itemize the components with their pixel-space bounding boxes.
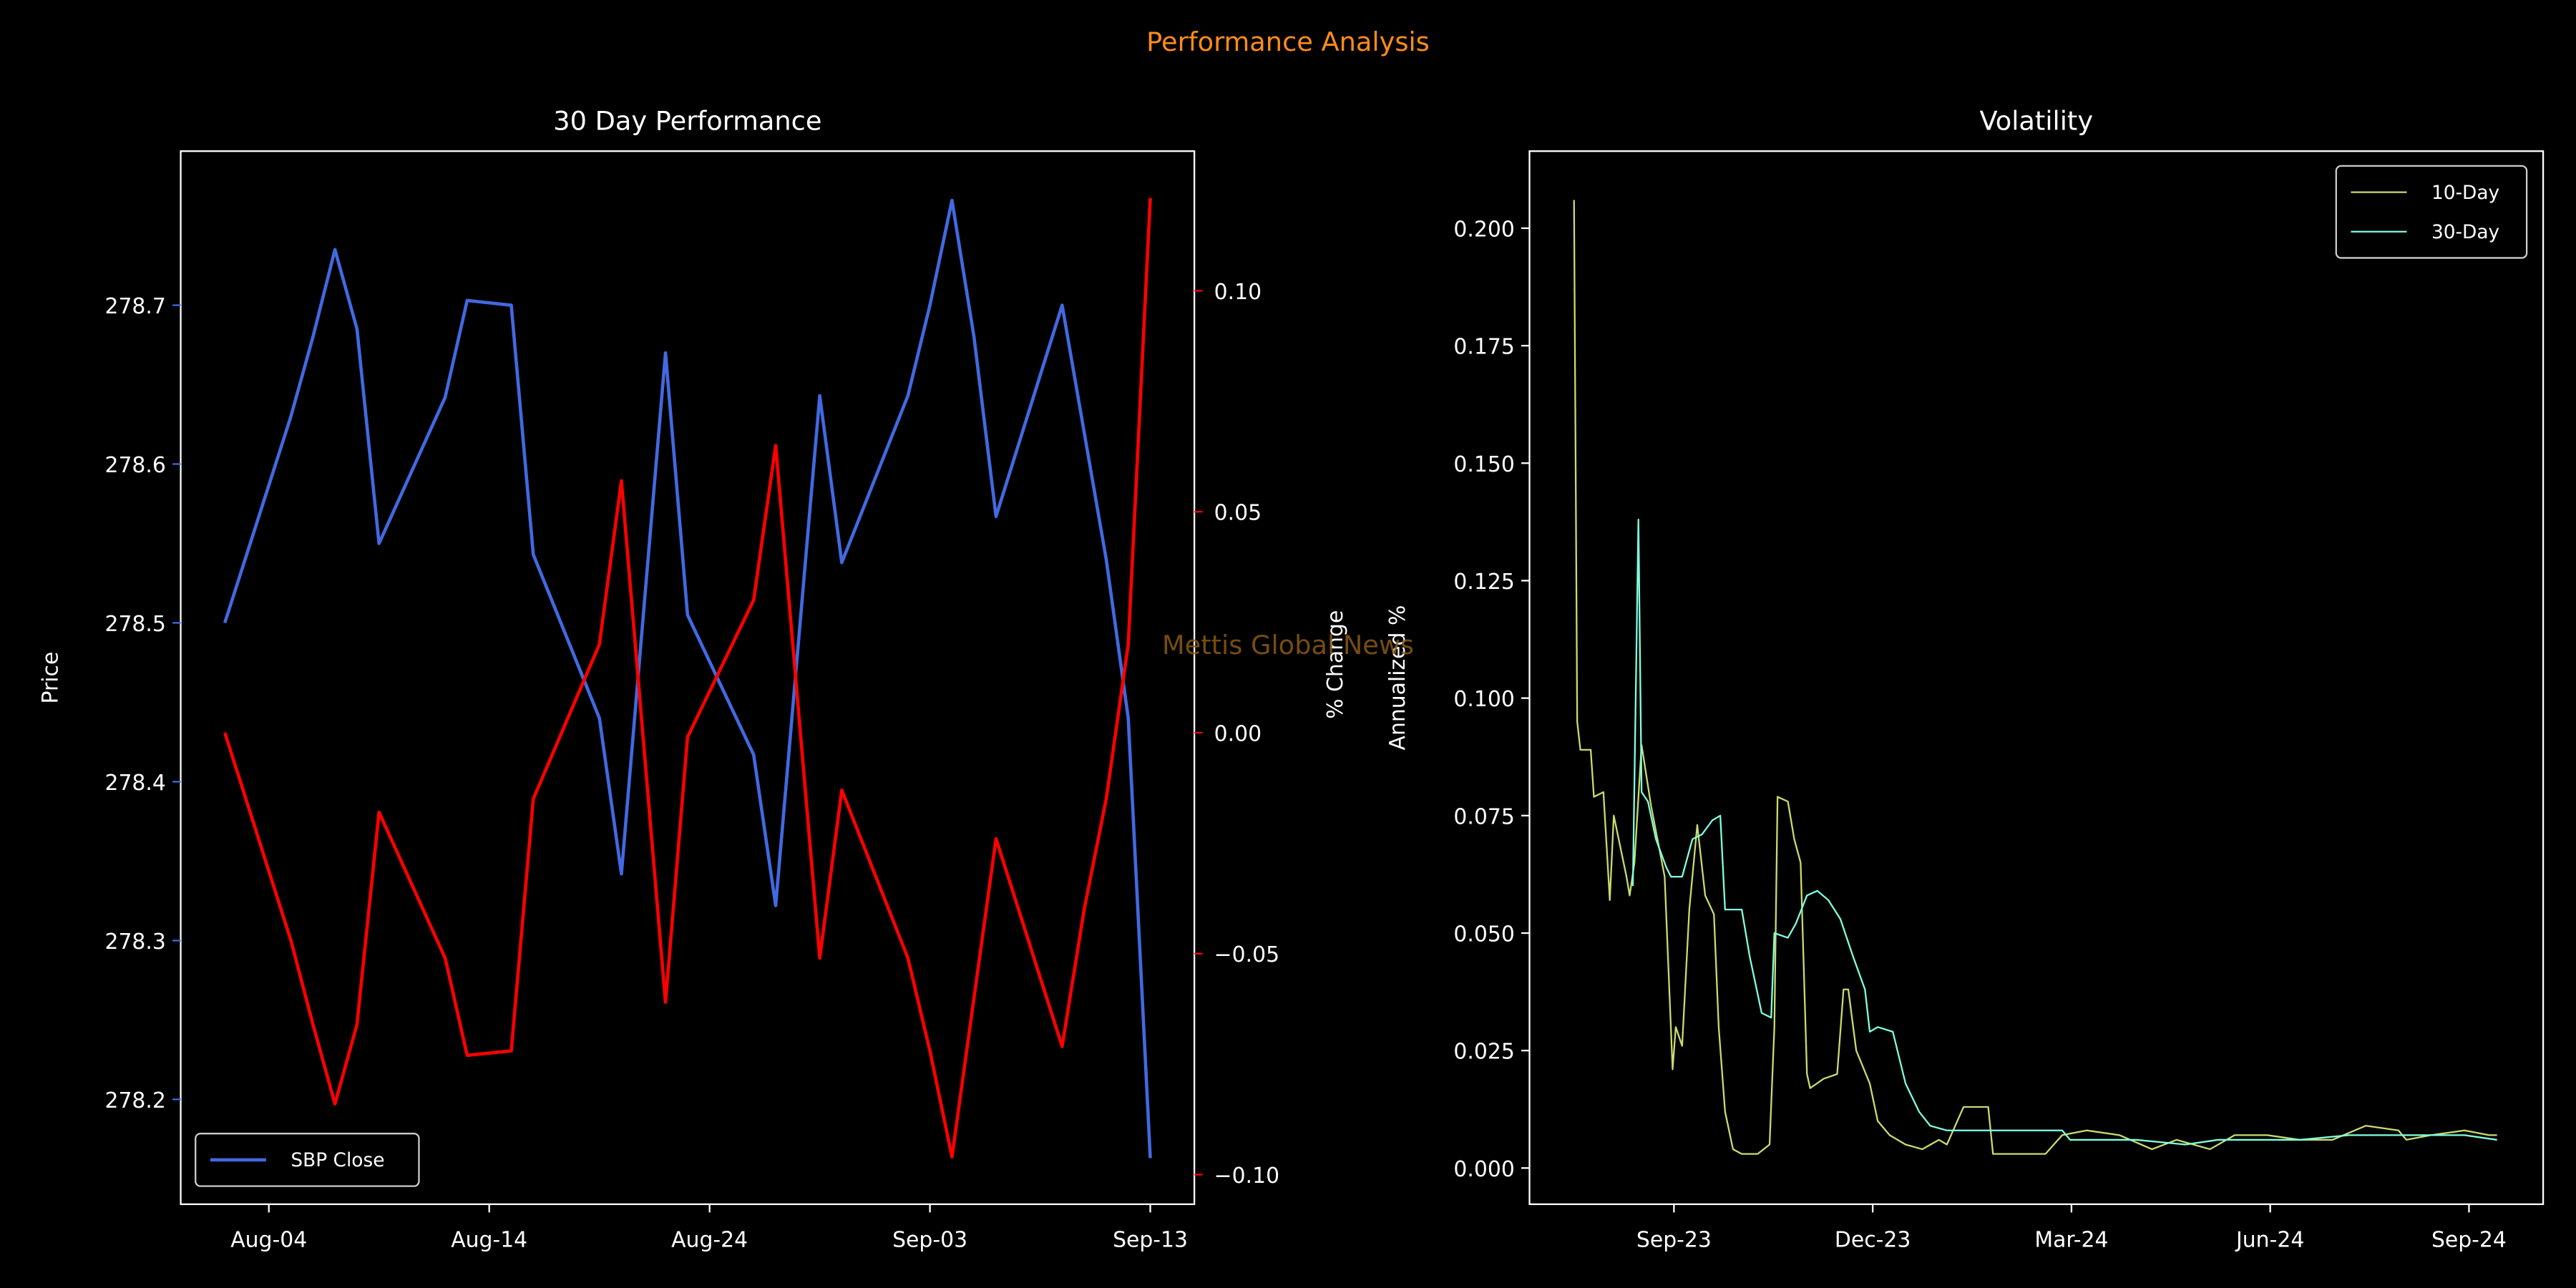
y-tick-label: 278.3 <box>104 930 165 955</box>
y-tick-label: 0.050 <box>1453 922 1514 947</box>
y2-tick-label: 0.05 <box>1214 501 1262 526</box>
chart: Volatility Sep-23 Dec-23 Mar-24 Jun-24 Sep-24… <box>1385 105 2545 1253</box>
series-line <box>223 198 1152 1158</box>
x-tick-label: Sep-03 <box>892 1228 967 1253</box>
y2-axis-label: % Change <box>1323 610 1348 719</box>
figure-title: Performance Analysis <box>1146 26 1430 57</box>
x-tick-label: Dec-23 <box>1835 1228 1911 1253</box>
y-tick-label: 0.150 <box>1453 452 1514 477</box>
y-tick-label: 0.100 <box>1453 687 1514 712</box>
x-tick-label: Sep-24 <box>2431 1228 2507 1253</box>
y-tick-label: 0.075 <box>1453 804 1514 829</box>
y-tick-label: 278.4 <box>104 771 165 796</box>
legend-label: SBP Close <box>291 1149 384 1171</box>
x-tick-label: Aug-24 <box>671 1228 748 1253</box>
x-tick-label: Aug-04 <box>230 1228 307 1253</box>
axes-frame <box>180 150 1196 1206</box>
plot-area <box>1573 200 2497 1155</box>
legend-box <box>195 1133 420 1187</box>
y-tick-label: 0.125 <box>1453 570 1514 595</box>
y-tick-label: 278.2 <box>104 1088 165 1113</box>
y-axis-label: Annualized % <box>1385 605 1410 751</box>
y-tick-label: 0.175 <box>1453 335 1514 360</box>
x-tick-label: Mar-24 <box>2034 1228 2108 1253</box>
x-tick-label: Aug-14 <box>451 1228 527 1253</box>
series-line <box>1573 200 2497 1155</box>
chart-title: Volatility <box>1980 105 2094 136</box>
legend-label: 30-Day <box>2431 221 2499 243</box>
watermark: Mettis Global News <box>1162 630 1414 660</box>
chart: 30 Day Performance Aug-04 Aug-14 Aug-24 Sep-… <box>38 105 1347 1252</box>
y-axis-label: Price <box>38 652 63 704</box>
y-tick-label: 278.6 <box>104 453 165 478</box>
x-tick-label: Sep-23 <box>1636 1228 1712 1253</box>
y-tick-label: 0.000 <box>1453 1157 1514 1182</box>
series-line <box>1631 518 2497 1146</box>
legend-label: 10-Day <box>2431 182 2499 204</box>
y-tick-label: 278.5 <box>104 612 165 637</box>
x-tick-label: Sep-13 <box>1113 1228 1188 1253</box>
axes-frame <box>1528 150 2545 1206</box>
plot-area <box>223 197 1152 1159</box>
y2-tick-label: −0.05 <box>1214 942 1279 967</box>
y2-tick-label: 0.10 <box>1214 280 1262 305</box>
y2-tick-label: −0.10 <box>1214 1163 1279 1189</box>
chart-title: 30 Day Performance <box>553 105 821 136</box>
y-tick-label: 278.7 <box>104 294 165 319</box>
y-tick-label: 0.200 <box>1453 217 1514 242</box>
y2-tick-label: 0.00 <box>1214 721 1262 746</box>
x-tick-label: Jun-24 <box>2235 1228 2304 1253</box>
legend-box <box>2335 165 2528 259</box>
y-tick-label: 0.025 <box>1453 1040 1514 1065</box>
series-line <box>223 197 1152 1159</box>
